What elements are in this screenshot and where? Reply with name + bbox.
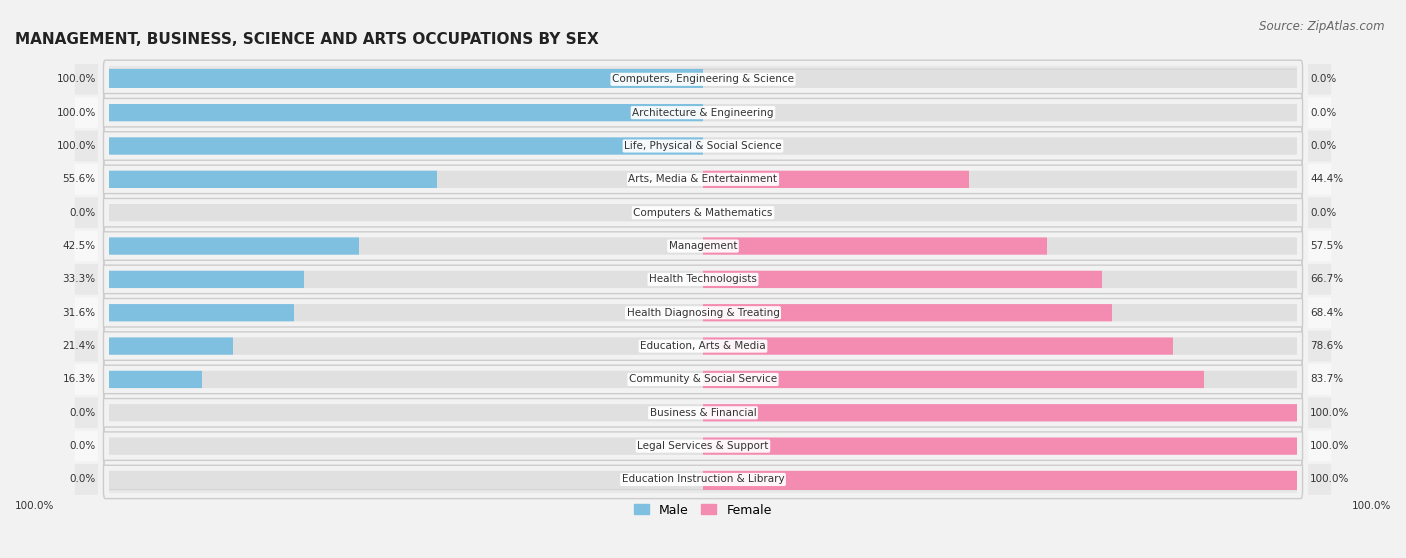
Text: Life, Physical & Social Science: Life, Physical & Social Science <box>624 141 782 151</box>
Text: Management: Management <box>669 241 737 251</box>
Text: Business & Financial: Business & Financial <box>650 408 756 418</box>
Text: 100.0%: 100.0% <box>56 141 96 151</box>
Text: 83.7%: 83.7% <box>1310 374 1343 384</box>
Text: 0.0%: 0.0% <box>69 441 96 451</box>
Bar <box>104 102 703 123</box>
Text: Computers, Engineering & Science: Computers, Engineering & Science <box>612 74 794 84</box>
Text: 55.6%: 55.6% <box>63 174 96 184</box>
Text: Education Instruction & Library: Education Instruction & Library <box>621 474 785 484</box>
Bar <box>703 235 1047 256</box>
Text: 100.0%: 100.0% <box>1310 474 1350 484</box>
Text: Education, Arts & Media: Education, Arts & Media <box>640 341 766 351</box>
FancyBboxPatch shape <box>75 431 1331 461</box>
Text: 0.0%: 0.0% <box>69 474 96 484</box>
Bar <box>703 402 1302 423</box>
Bar <box>104 235 359 256</box>
Text: 21.4%: 21.4% <box>63 341 96 351</box>
Bar <box>104 369 202 390</box>
FancyBboxPatch shape <box>104 336 1302 357</box>
Text: 100.0%: 100.0% <box>56 108 96 118</box>
Bar <box>703 302 1112 323</box>
FancyBboxPatch shape <box>75 198 1331 228</box>
FancyBboxPatch shape <box>104 136 1302 156</box>
Text: Legal Services & Support: Legal Services & Support <box>637 441 769 451</box>
Bar <box>703 336 1173 357</box>
FancyBboxPatch shape <box>75 97 1331 128</box>
Legend: Male, Female: Male, Female <box>630 498 776 522</box>
Text: 0.0%: 0.0% <box>69 208 96 218</box>
Text: 100.0%: 100.0% <box>15 501 55 511</box>
Text: 42.5%: 42.5% <box>63 241 96 251</box>
Bar <box>104 302 294 323</box>
Text: Health Technologists: Health Technologists <box>650 275 756 285</box>
FancyBboxPatch shape <box>75 131 1331 161</box>
FancyBboxPatch shape <box>75 331 1331 362</box>
Text: Source: ZipAtlas.com: Source: ZipAtlas.com <box>1260 20 1385 32</box>
Text: 100.0%: 100.0% <box>56 74 96 84</box>
Text: 31.6%: 31.6% <box>63 308 96 318</box>
FancyBboxPatch shape <box>104 369 1302 390</box>
Text: 33.3%: 33.3% <box>63 275 96 285</box>
FancyBboxPatch shape <box>104 203 1302 223</box>
FancyBboxPatch shape <box>75 264 1331 295</box>
Bar <box>703 469 1302 490</box>
Text: 16.3%: 16.3% <box>63 374 96 384</box>
FancyBboxPatch shape <box>104 469 1302 490</box>
Text: MANAGEMENT, BUSINESS, SCIENCE AND ARTS OCCUPATIONS BY SEX: MANAGEMENT, BUSINESS, SCIENCE AND ARTS O… <box>15 32 599 47</box>
FancyBboxPatch shape <box>75 164 1331 195</box>
Text: Arts, Media & Entertainment: Arts, Media & Entertainment <box>628 174 778 184</box>
FancyBboxPatch shape <box>75 230 1331 261</box>
Text: 100.0%: 100.0% <box>1310 408 1350 418</box>
Text: 0.0%: 0.0% <box>69 408 96 418</box>
Text: Community & Social Service: Community & Social Service <box>628 374 778 384</box>
Bar <box>703 369 1204 390</box>
Text: Architecture & Engineering: Architecture & Engineering <box>633 108 773 118</box>
Text: 0.0%: 0.0% <box>1310 108 1337 118</box>
FancyBboxPatch shape <box>104 402 1302 423</box>
Bar <box>703 436 1302 456</box>
Text: Computers & Mathematics: Computers & Mathematics <box>633 208 773 218</box>
Text: 68.4%: 68.4% <box>1310 308 1343 318</box>
Bar <box>104 336 233 357</box>
Text: 0.0%: 0.0% <box>1310 208 1337 218</box>
Bar <box>104 269 304 290</box>
Text: 100.0%: 100.0% <box>1310 441 1350 451</box>
FancyBboxPatch shape <box>104 302 1302 323</box>
Bar <box>104 69 703 90</box>
FancyBboxPatch shape <box>75 464 1331 495</box>
FancyBboxPatch shape <box>104 269 1302 290</box>
Text: 78.6%: 78.6% <box>1310 341 1343 351</box>
FancyBboxPatch shape <box>104 436 1302 456</box>
Bar <box>703 169 969 190</box>
Bar <box>104 169 437 190</box>
Text: 66.7%: 66.7% <box>1310 275 1343 285</box>
Text: 44.4%: 44.4% <box>1310 174 1343 184</box>
Text: 0.0%: 0.0% <box>1310 74 1337 84</box>
FancyBboxPatch shape <box>75 364 1331 395</box>
FancyBboxPatch shape <box>104 69 1302 90</box>
Text: 0.0%: 0.0% <box>1310 141 1337 151</box>
FancyBboxPatch shape <box>75 64 1331 95</box>
Text: Health Diagnosing & Treating: Health Diagnosing & Treating <box>627 308 779 318</box>
Bar <box>104 136 703 156</box>
Text: 100.0%: 100.0% <box>1351 501 1391 511</box>
FancyBboxPatch shape <box>75 297 1331 328</box>
FancyBboxPatch shape <box>104 169 1302 190</box>
Bar <box>703 269 1102 290</box>
FancyBboxPatch shape <box>104 102 1302 123</box>
FancyBboxPatch shape <box>75 397 1331 428</box>
Text: 57.5%: 57.5% <box>1310 241 1343 251</box>
FancyBboxPatch shape <box>104 235 1302 256</box>
